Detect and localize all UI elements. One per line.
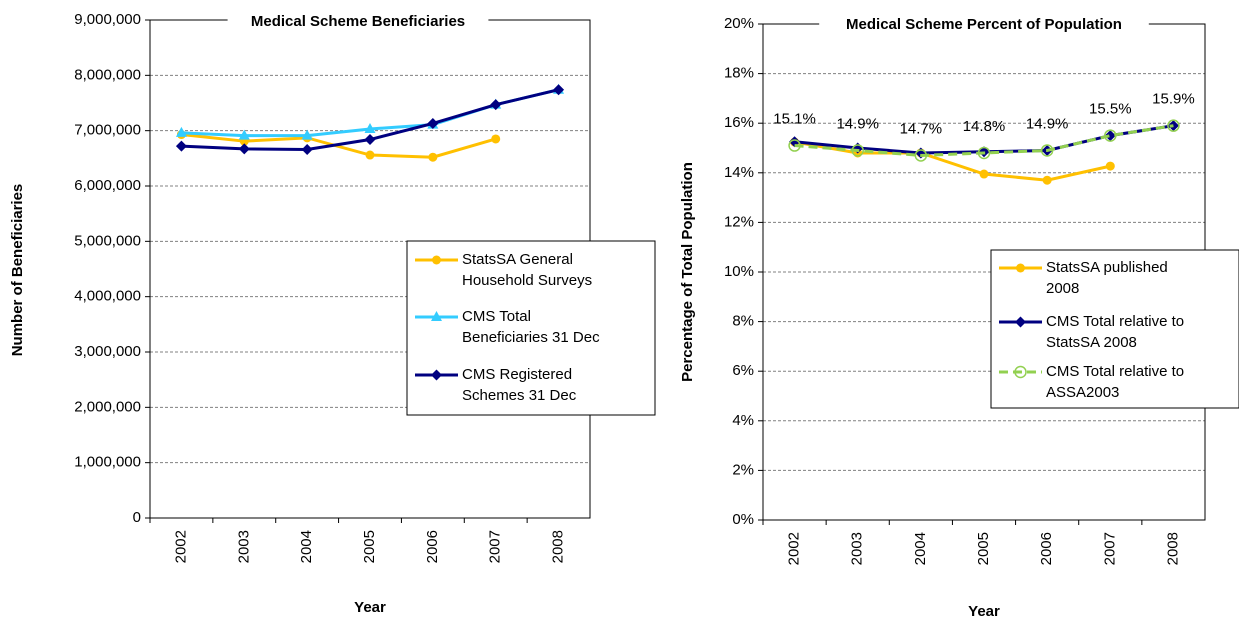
legend-marker (1015, 316, 1026, 328)
data-label: 15.9% (1152, 91, 1195, 108)
legend-marker (1014, 365, 1027, 379)
legend-marker (431, 311, 442, 321)
marker (979, 169, 989, 179)
marker (851, 144, 864, 157)
legend-marker (1016, 263, 1025, 273)
y-tick-label: 4% (732, 412, 754, 429)
x-tick-label: 2007 (1101, 532, 1118, 565)
y-tick-label: 0% (732, 511, 754, 528)
x-tick-label: 2005 (975, 532, 992, 565)
y-tick-label: 12% (724, 213, 754, 230)
x-axis-label: Year (354, 599, 386, 616)
y-axis-label: Number of Beneficiaries (9, 184, 26, 357)
y-tick-label: 7,000,000 (74, 122, 141, 139)
x-tick-label: 2007 (487, 530, 504, 563)
marker (553, 84, 565, 96)
x-tick-label: 2006 (1038, 532, 1055, 565)
marker (1104, 130, 1116, 142)
y-tick-label: 8% (732, 313, 754, 330)
x-tick-label: 2008 (550, 530, 567, 563)
legend-label: CMS Total relative to StatsSA 2008 (1046, 313, 1184, 351)
marker (301, 129, 313, 140)
marker (428, 152, 438, 162)
chart-title: Medical Scheme Percent of Population (846, 16, 1122, 33)
y-tick-label: 1,000,000 (74, 454, 141, 471)
data-label: 14.8% (963, 118, 1006, 135)
y-tick-label: 10% (724, 263, 754, 280)
y-axis-label: Percentage of Total Population (679, 162, 696, 382)
x-axis-label: Year (968, 603, 1000, 619)
legend-marker (432, 255, 441, 265)
legend-box (406, 240, 656, 416)
y-tick-label: 6% (732, 362, 754, 379)
marker (175, 126, 187, 137)
title-bg (227, 11, 489, 33)
marker (1040, 144, 1054, 157)
y-tick-label: 8,000,000 (74, 66, 141, 83)
series-line (181, 133, 497, 159)
marker (301, 143, 313, 155)
y-tick-label: 3,000,000 (74, 343, 141, 360)
marker (1105, 161, 1115, 171)
marker (914, 149, 928, 162)
marker (364, 123, 376, 134)
y-tick-label: 6,000,000 (74, 177, 141, 194)
y-tick-label: 18% (724, 65, 754, 82)
y-tick-label: 2,000,000 (74, 398, 141, 415)
x-tick-label: 2004 (912, 532, 929, 565)
marker (491, 134, 501, 144)
y-tick-label: 16% (724, 114, 754, 131)
data-label: 15.1% (773, 110, 816, 127)
y-tick-label: 9,000,000 (74, 11, 141, 28)
marker (365, 150, 375, 160)
marker (427, 117, 439, 129)
marker (977, 146, 991, 160)
x-tick-label: 2003 (849, 532, 866, 565)
marker (364, 134, 376, 146)
x-tick-label: 2003 (235, 530, 252, 563)
marker (175, 140, 187, 152)
marker (1167, 119, 1180, 132)
y-tick-label: 20% (724, 15, 754, 32)
marker (238, 129, 250, 140)
y-tick-label: 0 (133, 509, 141, 526)
x-tick-label: 2002 (786, 532, 803, 565)
data-label: 14.9% (836, 115, 879, 132)
y-tick-label: 5,000,000 (74, 232, 141, 249)
marker (1104, 129, 1117, 142)
legend-label: StatsSA published 2008 (1046, 259, 1168, 297)
data-label: 14.7% (900, 120, 943, 137)
x-tick-label: 2002 (172, 530, 189, 563)
y-tick-label: 2% (732, 461, 754, 478)
data-label: 15.5% (1089, 101, 1132, 118)
legend-marker (431, 369, 442, 381)
marker (1042, 175, 1052, 185)
x-tick-label: 2006 (424, 530, 441, 563)
series-line (794, 124, 1174, 157)
x-tick-label: 2008 (1164, 532, 1181, 565)
marker (238, 143, 250, 155)
x-tick-label: 2004 (298, 530, 315, 563)
marker (788, 139, 801, 152)
legend-box (990, 249, 1239, 409)
marker (490, 99, 502, 111)
data-label: 14.9% (1026, 115, 1069, 132)
x-tick-label: 2005 (361, 530, 378, 563)
legend-label: CMS Registered Schemes 31 Dec (462, 366, 577, 404)
legend-label: StatsSA General Household Surveys (462, 251, 592, 289)
series-line (794, 140, 1111, 182)
legend-label: CMS Total relative to ASSA2003 (1046, 363, 1184, 401)
chart-title: Medical Scheme Beneficiaries (251, 13, 465, 30)
y-tick-label: 14% (724, 164, 754, 181)
y-tick-label: 4,000,000 (74, 288, 141, 305)
legend-label: CMS Total Beneficiaries 31 Dec (462, 308, 600, 346)
title-bg (819, 14, 1149, 36)
marker (1167, 120, 1179, 132)
